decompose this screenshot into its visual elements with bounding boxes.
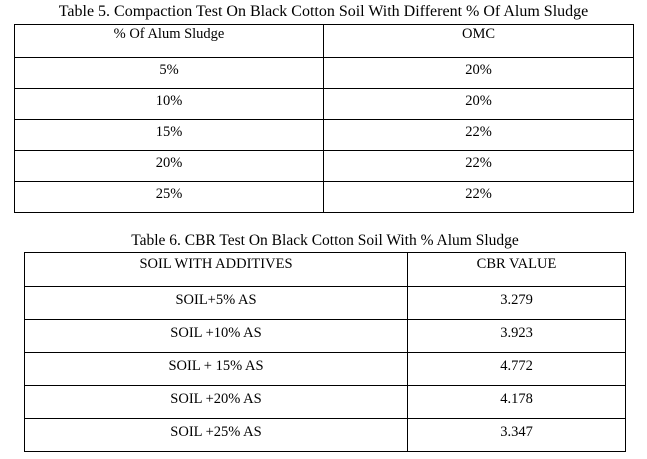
- table-cell: 22%: [323, 150, 634, 182]
- table-row: SOIL+5% AS 3.279: [24, 286, 626, 320]
- table-cell: 22%: [323, 119, 634, 151]
- table-header-row: SOIL WITH ADDITIVES CBR VALUE: [24, 252, 626, 287]
- table-cell: SOIL + 15% AS: [24, 352, 408, 386]
- table-row: SOIL +10% AS 3.923: [24, 319, 626, 353]
- table-cell: 3.923: [407, 319, 626, 353]
- table5-caption: Table 5. Compaction Test On Black Cotton…: [58, 3, 589, 20]
- table-row: SOIL +25% AS 3.347: [24, 418, 626, 452]
- table6-caption: Table 6. CBR Test On Black Cotton Soil W…: [131, 232, 519, 249]
- table-cell: 25%: [14, 181, 324, 213]
- table-cell: SOIL +10% AS: [24, 319, 408, 353]
- table-row: 25% 22%: [14, 181, 634, 213]
- table-row: 15% 22%: [14, 119, 634, 151]
- table-cell: SOIL+5% AS: [24, 286, 408, 320]
- table-cell: 10%: [14, 88, 324, 120]
- table-row: 20% 22%: [14, 150, 634, 182]
- column-header-soil-with-additives: SOIL WITH ADDITIVES: [24, 252, 408, 287]
- cbr-test-table: SOIL WITH ADDITIVES CBR VALUE SOIL+5% AS…: [24, 252, 626, 452]
- table-row: SOIL +20% AS 4.178: [24, 385, 626, 419]
- table-cell: 15%: [14, 119, 324, 151]
- table-cell: 3.347: [407, 418, 626, 452]
- table-cell: 20%: [323, 57, 634, 89]
- table-cell: 4.178: [407, 385, 626, 419]
- column-header-cbr-value: CBR VALUE: [407, 252, 626, 287]
- table-cell: 20%: [14, 150, 324, 182]
- compaction-test-table: % Of Alum Sludge OMC 5% 20% 10% 20% 15% …: [14, 24, 634, 213]
- table-cell: SOIL +25% AS: [24, 418, 408, 452]
- table-row: 5% 20%: [14, 57, 634, 89]
- table-cell: 3.279: [407, 286, 626, 320]
- table-cell: 22%: [323, 181, 634, 213]
- table-cell: 20%: [323, 88, 634, 120]
- table-cell: 4.772: [407, 352, 626, 386]
- column-header-alum-sludge: % Of Alum Sludge: [14, 24, 324, 58]
- table-header-row: % Of Alum Sludge OMC: [14, 24, 634, 58]
- table-row: SOIL + 15% AS 4.772: [24, 352, 626, 386]
- table-cell: 5%: [14, 57, 324, 89]
- column-header-omc: OMC: [323, 24, 634, 58]
- table-cell: SOIL +20% AS: [24, 385, 408, 419]
- table-row: 10% 20%: [14, 88, 634, 120]
